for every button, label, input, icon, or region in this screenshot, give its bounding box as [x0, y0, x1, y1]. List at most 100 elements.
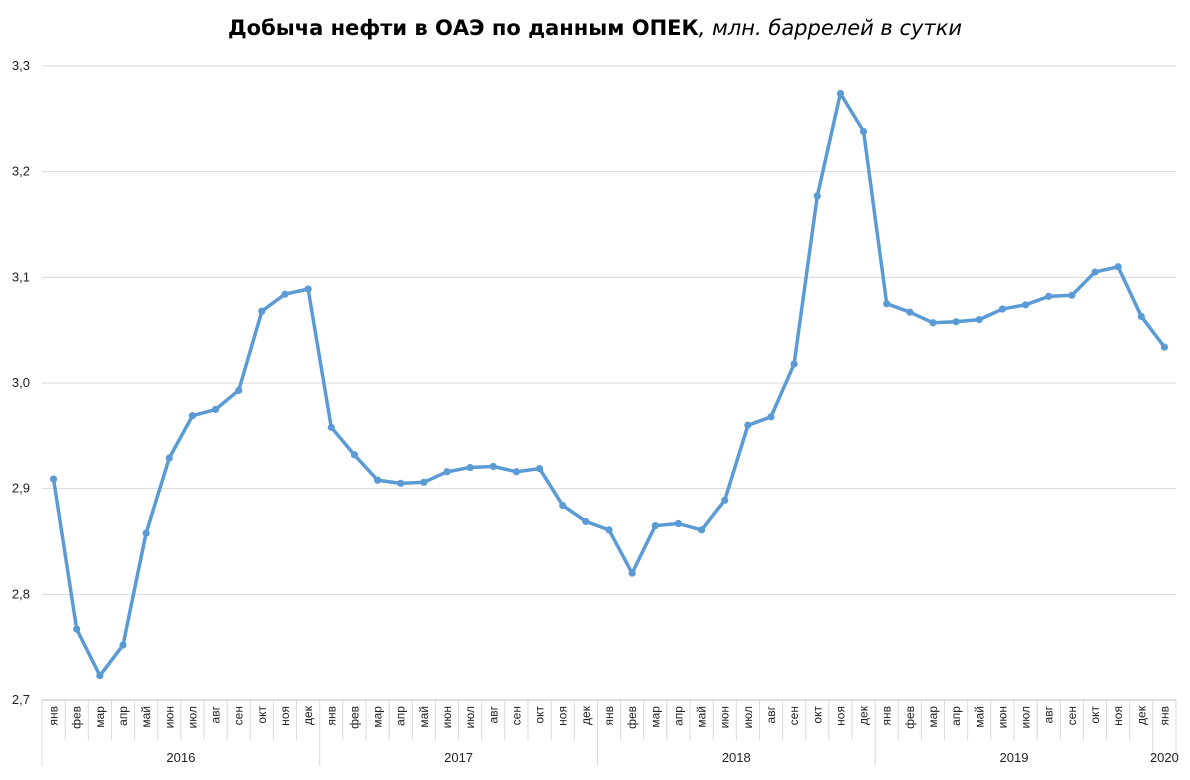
x-tick-label: апр — [394, 706, 408, 726]
x-tick-label: авг — [209, 705, 223, 723]
series-line — [51, 91, 1167, 678]
x-tick-label: дек — [301, 705, 315, 725]
data-point — [165, 454, 173, 462]
y-tick-label: 3,0 — [12, 375, 30, 390]
y-tick-label: 2,7 — [12, 692, 30, 707]
data-point — [1068, 291, 1076, 299]
chart-title-units: , млн. баррелей в сутки — [698, 16, 963, 40]
data-point — [397, 479, 405, 487]
data-point — [929, 319, 937, 327]
y-tick-label: 3,2 — [12, 164, 30, 179]
x-tick-label: июл — [741, 706, 755, 728]
x-tick-label: сен — [787, 706, 801, 725]
data-point — [1160, 343, 1169, 351]
data-point — [1045, 292, 1053, 300]
data-point — [1114, 263, 1122, 271]
x-tick-label: фев — [347, 706, 361, 729]
data-point — [1137, 312, 1145, 321]
data-point — [443, 468, 451, 476]
data-point — [952, 318, 960, 326]
x-tick-label: июл — [463, 706, 477, 728]
x-tick-label: янв — [602, 706, 616, 726]
data-point — [489, 462, 497, 471]
data-point — [281, 290, 289, 298]
data-point — [559, 501, 567, 510]
data-point — [258, 307, 266, 315]
x-tick-label: дек — [857, 705, 871, 725]
x-tick-label: ноя — [278, 706, 292, 726]
data-point — [605, 526, 613, 534]
data-point — [327, 423, 335, 431]
data-point — [512, 468, 521, 476]
x-tick-label: апр — [116, 706, 130, 726]
data-point — [975, 316, 983, 324]
data-point — [304, 285, 312, 293]
x-tick-label: дек — [579, 705, 593, 725]
x-tick-label: янв — [47, 706, 61, 726]
y-tick-label: 3,3 — [12, 58, 30, 73]
x-tick-label: окт — [255, 706, 269, 724]
x-tick-label: сен — [232, 706, 246, 725]
data-point — [790, 360, 798, 368]
x-tick-label: фев — [903, 706, 917, 729]
data-point — [96, 672, 104, 680]
x-tick-label: янв — [1157, 706, 1171, 726]
x-tick-label: сен — [1065, 706, 1079, 725]
x-tick-label: май — [417, 706, 431, 728]
x-tick-label: июн — [440, 706, 454, 728]
chart-title: Добыча нефти в ОАЭ по данным ОПЕК, млн. … — [0, 16, 1190, 40]
x-tick-label: апр — [949, 706, 963, 726]
x-tick-label: июл — [185, 706, 199, 728]
x-tick-label: июл — [1019, 706, 1033, 728]
x-tick-label: сен — [509, 706, 523, 725]
data-point — [49, 475, 58, 483]
x-tick-label: янв — [880, 706, 894, 726]
x-tick-label: дек — [1134, 705, 1148, 725]
data-point — [582, 517, 590, 526]
x-tick-label: июн — [995, 706, 1009, 728]
year-label: 2016 — [166, 750, 195, 765]
data-point — [73, 625, 81, 633]
x-tick-label: ноя — [556, 706, 570, 726]
x-tick-label: окт — [533, 706, 547, 724]
data-point — [1021, 301, 1030, 309]
data-point — [350, 451, 359, 459]
x-tick-label: мар — [926, 706, 940, 728]
year-label: 2018 — [722, 750, 751, 765]
x-tick-label: янв — [324, 706, 338, 726]
data-point — [674, 519, 683, 528]
x-tick-label: ноя — [1111, 706, 1125, 726]
y-tick-label: 2,8 — [12, 586, 30, 601]
x-tick-label: авг — [1042, 705, 1056, 723]
x-tick-label: май — [695, 706, 709, 728]
x-tick-label: май — [139, 706, 153, 728]
data-point — [883, 300, 891, 308]
x-tick-label: фев — [70, 706, 84, 729]
x-tick-label: май — [972, 706, 986, 728]
data-point — [628, 569, 636, 577]
data-point — [744, 421, 752, 429]
data-point — [535, 464, 544, 473]
x-tick-label: ноя — [833, 706, 847, 726]
data-point — [188, 412, 197, 420]
x-tick-label: мар — [93, 706, 107, 728]
y-tick-label: 3,1 — [12, 269, 30, 284]
data-point — [813, 192, 821, 200]
x-tick-label: апр — [671, 706, 685, 726]
year-label: 2019 — [1000, 750, 1029, 765]
x-tick-label: июн — [718, 706, 732, 728]
data-point — [466, 463, 474, 472]
data-point — [211, 405, 220, 414]
data-point — [235, 386, 243, 394]
x-tick-label: авг — [764, 705, 778, 723]
data-point — [420, 478, 428, 486]
x-tick-label: мар — [648, 706, 662, 728]
data-point — [836, 89, 845, 98]
data-point — [721, 496, 729, 504]
data-point — [651, 522, 659, 530]
x-tick-label: окт — [810, 706, 824, 724]
y-tick-label: 2,9 — [12, 481, 30, 496]
year-label: 2020 — [1150, 750, 1179, 765]
